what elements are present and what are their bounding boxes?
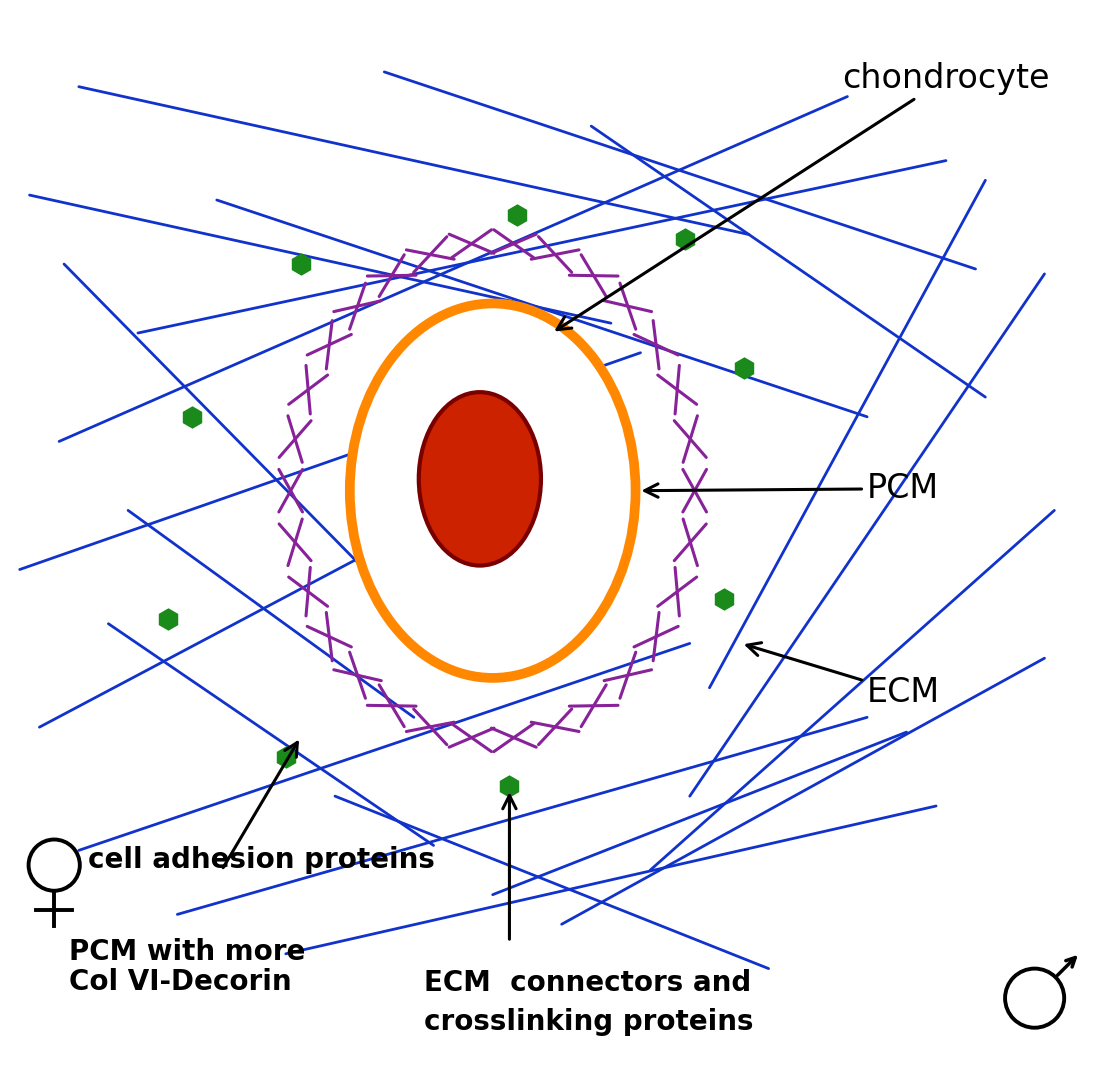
Text: PCM: PCM xyxy=(645,473,939,505)
Text: ECM: ECM xyxy=(747,642,940,709)
Text: cell adhesion proteins: cell adhesion proteins xyxy=(88,846,434,874)
Text: chondrocyte: chondrocyte xyxy=(557,62,1050,330)
Text: Col VI-Decorin: Col VI-Decorin xyxy=(69,968,292,996)
Text: crosslinking proteins: crosslinking proteins xyxy=(424,1008,754,1036)
Ellipse shape xyxy=(350,304,636,678)
Text: ECM  connectors and: ECM connectors and xyxy=(424,969,751,997)
Ellipse shape xyxy=(419,392,541,566)
Text: PCM with more: PCM with more xyxy=(69,938,306,966)
